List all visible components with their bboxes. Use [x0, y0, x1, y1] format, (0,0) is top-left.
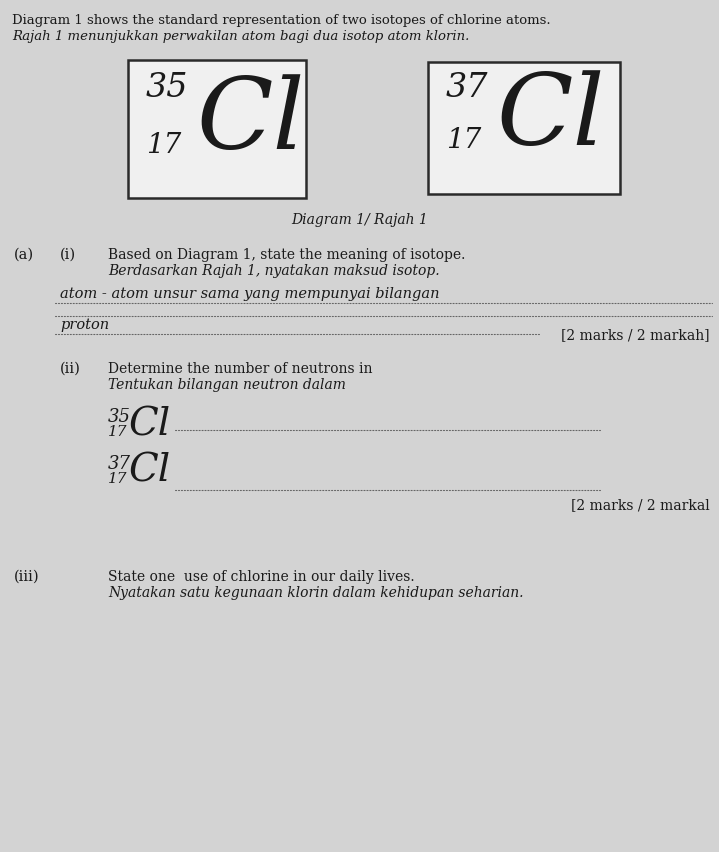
Text: Berdasarkan Rajah 1, nyatakan maksud isotop.: Berdasarkan Rajah 1, nyatakan maksud iso… [108, 264, 439, 278]
Text: Based on Diagram 1, state the meaning of isotope.: Based on Diagram 1, state the meaning of… [108, 248, 465, 262]
Text: Tentukan bilangan neutron dalam: Tentukan bilangan neutron dalam [108, 378, 346, 392]
Text: (ii): (ii) [60, 362, 81, 376]
Text: Cl: Cl [496, 70, 605, 165]
Text: (iii): (iii) [14, 570, 40, 584]
Text: Determine the number of neutrons in: Determine the number of neutrons in [108, 362, 372, 376]
Text: 17: 17 [108, 425, 127, 439]
FancyBboxPatch shape [428, 62, 620, 194]
Text: [2 marks / 2 markah]: [2 marks / 2 markah] [562, 328, 710, 342]
Text: Diagram 1 shows the standard representation of two isotopes of chlorine atoms.: Diagram 1 shows the standard representat… [12, 14, 551, 27]
Text: (a): (a) [14, 248, 34, 262]
Text: 17: 17 [146, 132, 181, 159]
Text: Diagram 1/ Rajah 1: Diagram 1/ Rajah 1 [292, 213, 429, 227]
Text: State one  use of chlorine in our daily lives.: State one use of chlorine in our daily l… [108, 570, 415, 584]
Text: Cl: Cl [128, 406, 170, 443]
Text: Cl: Cl [128, 453, 170, 490]
Text: atom - atom unsur sama yang mempunyai bilangan: atom - atom unsur sama yang mempunyai bi… [60, 287, 439, 301]
Text: 37: 37 [108, 455, 131, 473]
Text: 17: 17 [446, 127, 481, 154]
Text: proton: proton [60, 318, 109, 332]
Text: [2 marks / 2 markal: [2 marks / 2 markal [572, 498, 710, 512]
Text: (i): (i) [60, 248, 76, 262]
Text: 35: 35 [108, 408, 131, 426]
Text: 37: 37 [446, 72, 488, 104]
Text: 17: 17 [108, 472, 127, 486]
Text: 35: 35 [146, 72, 188, 104]
Text: Cl: Cl [196, 74, 305, 170]
FancyBboxPatch shape [128, 60, 306, 198]
Text: Nyatakan satu kegunaan klorin dalam kehidupan seharian.: Nyatakan satu kegunaan klorin dalam kehi… [108, 586, 523, 600]
Text: Rajah 1 menunjukkan perwakilan atom bagi dua isotop atom klorin.: Rajah 1 menunjukkan perwakilan atom bagi… [12, 30, 470, 43]
